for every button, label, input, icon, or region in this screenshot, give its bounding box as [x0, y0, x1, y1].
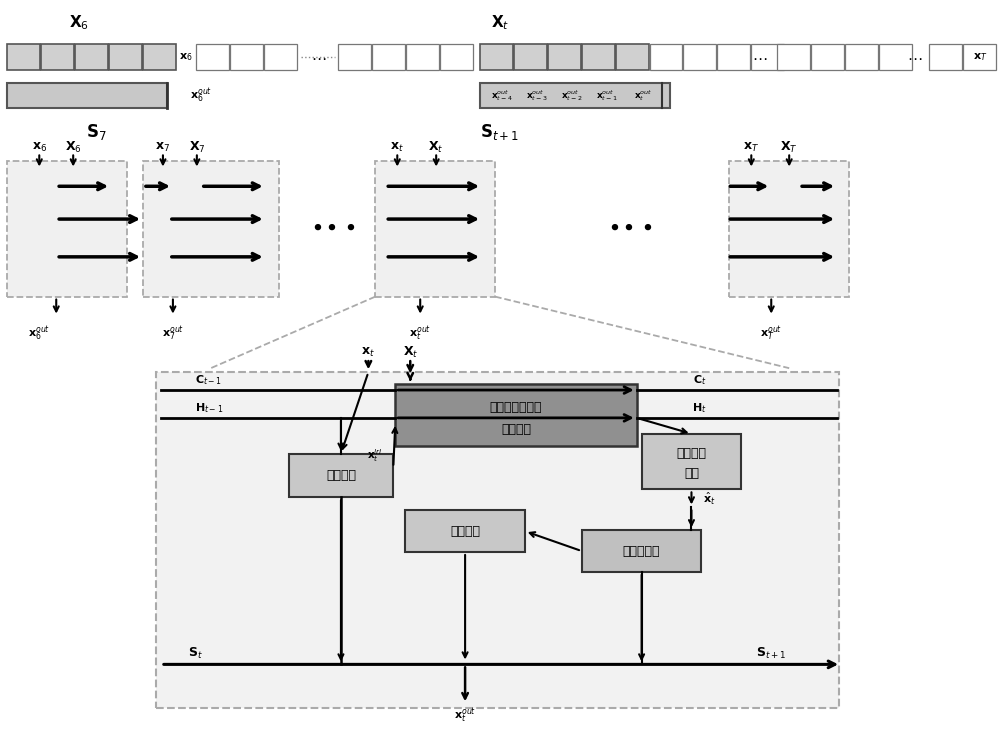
Text: $\mathbf{x}_6^{out}$: $\mathbf{x}_6^{out}$ [190, 86, 212, 105]
Bar [729, 161, 849, 297]
Text: 模块: 模块 [684, 467, 699, 480]
Bar [440, 44, 473, 70]
Text: 数据校验层: 数据校验层 [623, 545, 660, 558]
Text: $\mathbf{S}_{t+1}$: $\mathbf{S}_{t+1}$ [756, 646, 786, 661]
Bar [642, 434, 741, 489]
Text: $\bullet\!\bullet\!\bullet$: $\bullet\!\bullet\!\bullet$ [607, 217, 653, 237]
Text: $\mathbf{C}_t$: $\mathbf{C}_t$ [693, 373, 706, 387]
Bar [548, 44, 581, 70]
Bar [929, 44, 962, 70]
Text: $\cdots$: $\cdots$ [907, 50, 923, 65]
Text: $\mathbf{X}_t$: $\mathbf{X}_t$ [403, 345, 418, 360]
Text: $\mathbf{H}_t$: $\mathbf{H}_t$ [692, 401, 707, 415]
Text: $\mathbf{X}_6$: $\mathbf{X}_6$ [69, 13, 89, 31]
Bar [7, 44, 40, 70]
Bar [879, 44, 912, 70]
Bar [230, 44, 263, 70]
Text: $\mathbf{x}_{t-1}^{out}$: $\mathbf{x}_{t-1}^{out}$ [596, 88, 618, 103]
Bar [683, 44, 716, 70]
Text: $\mathbf{S}_7$: $\mathbf{S}_7$ [86, 122, 106, 141]
Text: $\mathbf{x}_t^{lrl}$: $\mathbf{x}_t^{lrl}$ [367, 448, 383, 464]
Bar [777, 44, 810, 70]
Bar [7, 161, 127, 297]
Text: $\bullet\!\bullet\!\bullet$: $\bullet\!\bullet\!\bullet$ [310, 217, 355, 237]
Bar [582, 44, 615, 70]
Text: 长短期记忆网络: 长短期记忆网络 [490, 402, 542, 414]
Bar [811, 44, 844, 70]
Bar [616, 44, 649, 70]
Bar [751, 44, 784, 70]
Bar [41, 44, 74, 70]
Bar [143, 161, 279, 297]
Text: $\mathbf{x}_7^{out}$: $\mathbf{x}_7^{out}$ [162, 324, 184, 343]
Bar [405, 510, 525, 552]
Text: 线性回归: 线性回归 [676, 447, 706, 460]
Text: $\mathbf{x}_T$: $\mathbf{x}_T$ [973, 51, 988, 63]
Bar [156, 372, 839, 708]
Bar [196, 44, 229, 70]
Bar [7, 83, 167, 108]
Text: $\mathbf{S}_t$: $\mathbf{S}_t$ [188, 646, 203, 661]
Text: $\mathbf{x}_{t-2}^{out}$: $\mathbf{x}_{t-2}^{out}$ [561, 88, 583, 103]
Text: $\mathbf{x}_t^{out}$: $\mathbf{x}_t^{out}$ [454, 707, 476, 725]
Text: $\mathbf{x}_t$: $\mathbf{x}_t$ [361, 346, 375, 359]
Text: $\mathbf{x}_t$: $\mathbf{x}_t$ [390, 141, 404, 154]
Bar [395, 384, 637, 445]
Text: $\cdots$: $\cdots$ [311, 50, 326, 65]
Text: $\mathbf{x}_6$: $\mathbf{x}_6$ [179, 51, 193, 63]
Bar [143, 44, 176, 70]
Text: $\mathbf{x}_6$: $\mathbf{x}_6$ [32, 141, 47, 154]
Text: $\mathbf{X}_7$: $\mathbf{X}_7$ [189, 140, 205, 155]
Text: $\mathbf{X}_t$: $\mathbf{X}_t$ [491, 13, 509, 31]
Bar [338, 44, 371, 70]
Text: $\mathbf{S}_{t+1}$: $\mathbf{S}_{t+1}$ [480, 122, 520, 141]
Bar [514, 44, 547, 70]
Text: $\mathbf{C}_{t-1}$: $\mathbf{C}_{t-1}$ [195, 373, 222, 387]
Bar [480, 83, 670, 108]
Text: $\cdots$: $\cdots$ [752, 50, 767, 65]
Bar [264, 44, 297, 70]
Text: $\mathbf{X}_t$: $\mathbf{X}_t$ [428, 140, 444, 155]
Text: 细胞模块: 细胞模块 [501, 424, 531, 436]
Text: $\mathbf{x}_t^{out}$: $\mathbf{x}_t^{out}$ [409, 324, 431, 343]
Bar [372, 44, 405, 70]
Bar [289, 453, 393, 497]
Text: $\mathbf{x}_{t-4}^{out}$: $\mathbf{x}_{t-4}^{out}$ [491, 88, 513, 103]
Text: 更新模块: 更新模块 [450, 525, 480, 538]
Text: 输入模块: 输入模块 [326, 469, 356, 482]
Bar [75, 44, 108, 70]
Bar [406, 44, 439, 70]
Text: $\mathbf{x}_T^{out}$: $\mathbf{x}_T^{out}$ [760, 324, 782, 343]
Text: $\mathbf{x}_T$: $\mathbf{x}_T$ [743, 141, 759, 154]
Bar [963, 44, 996, 70]
Text: $\mathbf{x}_{t-3}^{out}$: $\mathbf{x}_{t-3}^{out}$ [526, 88, 548, 103]
Bar [845, 44, 878, 70]
Bar [480, 44, 513, 70]
Text: $\mathbf{x}_6^{out}$: $\mathbf{x}_6^{out}$ [28, 324, 50, 343]
Text: $\mathbf{x}_t^{out}$: $\mathbf{x}_t^{out}$ [634, 88, 653, 103]
Bar [375, 161, 495, 297]
Bar [717, 44, 750, 70]
Text: $\mathbf{H}_{t-1}$: $\mathbf{H}_{t-1}$ [195, 401, 223, 415]
Text: $\hat{\mathbf{x}}_t$: $\hat{\mathbf{x}}_t$ [703, 491, 716, 507]
Bar [650, 44, 682, 70]
Text: $\mathbf{x}_7$: $\mathbf{x}_7$ [155, 141, 170, 154]
Text: $\mathbf{X}_T$: $\mathbf{X}_T$ [780, 140, 798, 155]
Text: $\mathbf{X}_6$: $\mathbf{X}_6$ [65, 140, 82, 155]
Bar [582, 530, 701, 572]
Bar [109, 44, 142, 70]
